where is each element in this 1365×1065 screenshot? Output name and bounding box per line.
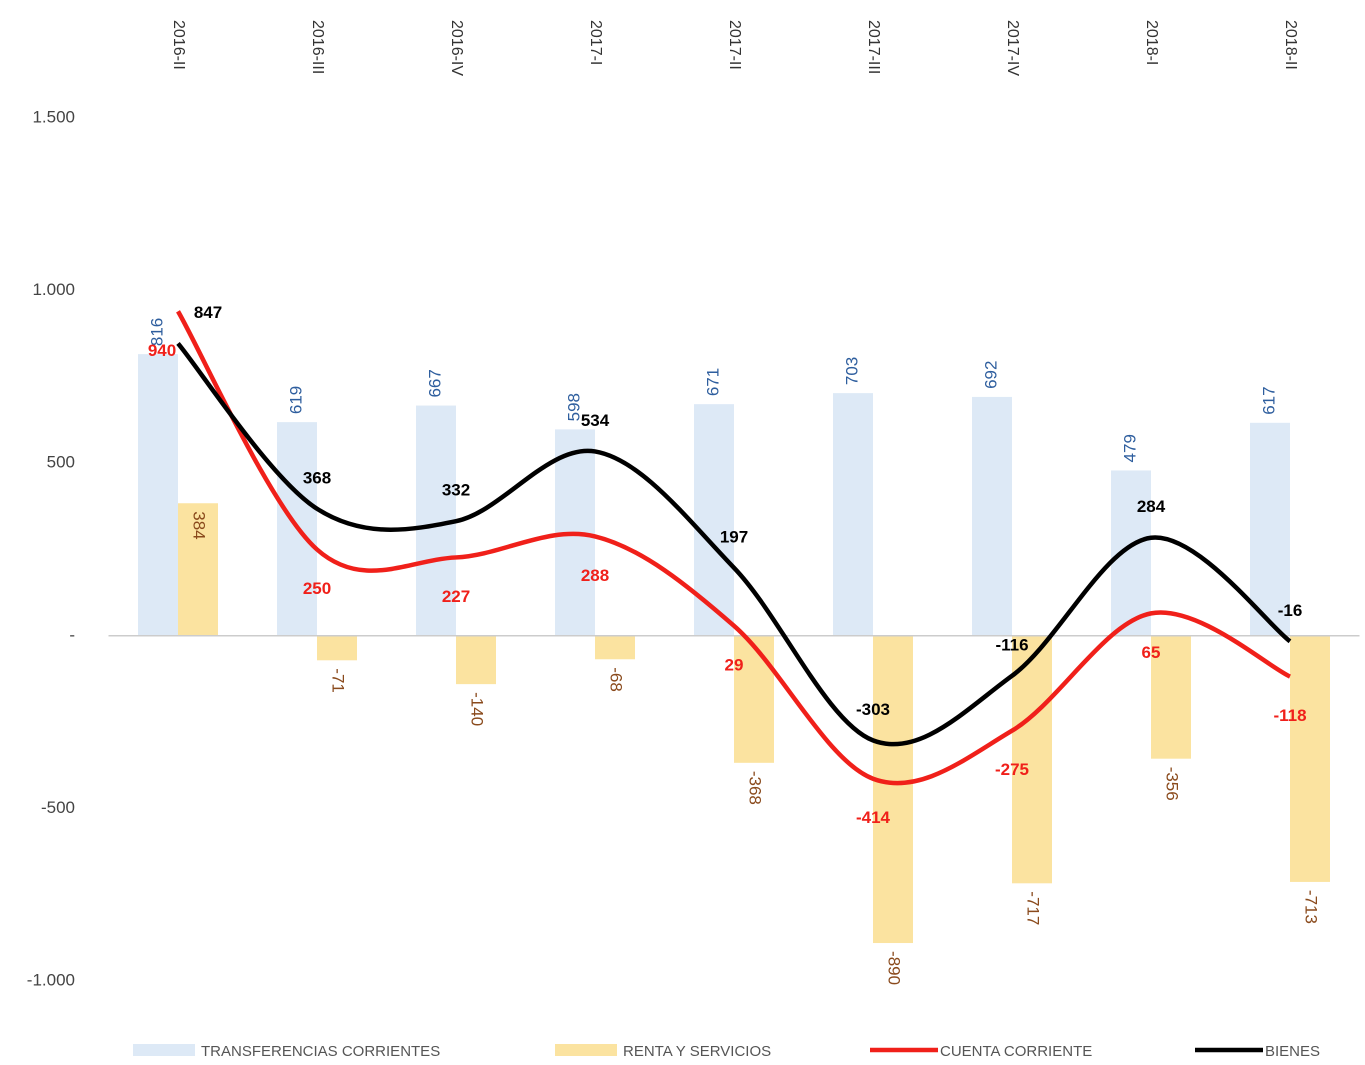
data-label: -890 (885, 951, 904, 985)
data-label: 847 (194, 303, 222, 322)
data-label: -368 (746, 771, 765, 805)
data-label: 288 (581, 566, 609, 585)
data-label: -118 (1273, 706, 1306, 725)
legend-label: CUENTA CORRIENTE (940, 1043, 1092, 1060)
data-label: -116 (995, 635, 1028, 654)
data-label: 940 (148, 341, 176, 360)
x-tick-label: 2017-IV (1004, 20, 1021, 76)
data-label: -717 (1024, 891, 1043, 925)
bar (138, 354, 178, 636)
bar (1111, 470, 1151, 636)
bar (1250, 422, 1290, 636)
x-tick-label: 2018-II (1282, 20, 1299, 70)
bar (972, 396, 1012, 636)
data-label: -356 (1163, 767, 1182, 801)
line (176, 341, 1292, 747)
data-label: 368 (303, 468, 331, 487)
bar (1290, 635, 1330, 882)
legend-label: BIENES (1265, 1043, 1320, 1060)
bar (1012, 635, 1052, 884)
legend-swatch (133, 1044, 195, 1056)
data-label: 65 (1142, 643, 1161, 662)
y-tick-label: 1.000 (32, 280, 75, 299)
data-label: 384 (190, 511, 209, 539)
data-label: 250 (303, 579, 331, 598)
data-label: -275 (995, 760, 1029, 779)
bar (178, 503, 218, 636)
data-label: -140 (468, 692, 487, 726)
line (176, 310, 1291, 786)
x-tick-label: 2018-I (1143, 20, 1160, 65)
bar (694, 404, 734, 636)
bar (1151, 635, 1191, 759)
data-label: 479 (1120, 434, 1139, 462)
data-label: 197 (720, 527, 748, 546)
legend-label: TRANSFERENCIAS CORRIENTES (201, 1043, 440, 1060)
data-label: 332 (442, 481, 470, 500)
bar (595, 635, 635, 660)
legend-swatch (555, 1044, 617, 1056)
data-label: -414 (856, 808, 891, 827)
data-label: 667 (425, 369, 444, 397)
data-label: 703 (842, 357, 861, 385)
x-tick-label: 2016-IV (448, 20, 465, 76)
data-label: 227 (442, 587, 470, 606)
bar (873, 635, 913, 944)
data-label: 29 (725, 655, 744, 674)
data-label: 534 (581, 411, 610, 430)
data-label: -68 (607, 667, 626, 692)
bar (456, 635, 496, 685)
y-tick-label: 1.500 (32, 107, 75, 126)
y-tick-label: 500 (47, 453, 75, 472)
data-label: -713 (1302, 890, 1321, 924)
x-tick-label: 2016-III (309, 20, 326, 74)
bar (833, 393, 873, 636)
bar (734, 635, 774, 763)
data-label: -303 (856, 700, 890, 719)
bar (317, 635, 357, 661)
x-tick-label: 2017-I (587, 20, 604, 65)
data-label: -16 (1278, 601, 1303, 620)
legend-label: RENTA Y SERVICIOS (623, 1043, 771, 1060)
y-tick-label: - (69, 625, 75, 644)
data-label: 617 (1259, 386, 1278, 414)
data-label: 692 (981, 361, 1000, 389)
data-label: 619 (286, 386, 305, 414)
x-tick-label: 2017-II (726, 20, 743, 70)
data-label: -71 (329, 668, 348, 693)
data-label: 284 (1137, 497, 1166, 516)
x-tick-label: 2017-III (865, 20, 882, 74)
y-tick-label: -500 (41, 798, 75, 817)
data-label: 816 (147, 318, 166, 346)
data-label: 598 (564, 393, 583, 421)
y-tick-label: -1.000 (27, 970, 75, 989)
data-label: 671 (703, 368, 722, 396)
x-tick-label: 2016-II (170, 20, 187, 70)
